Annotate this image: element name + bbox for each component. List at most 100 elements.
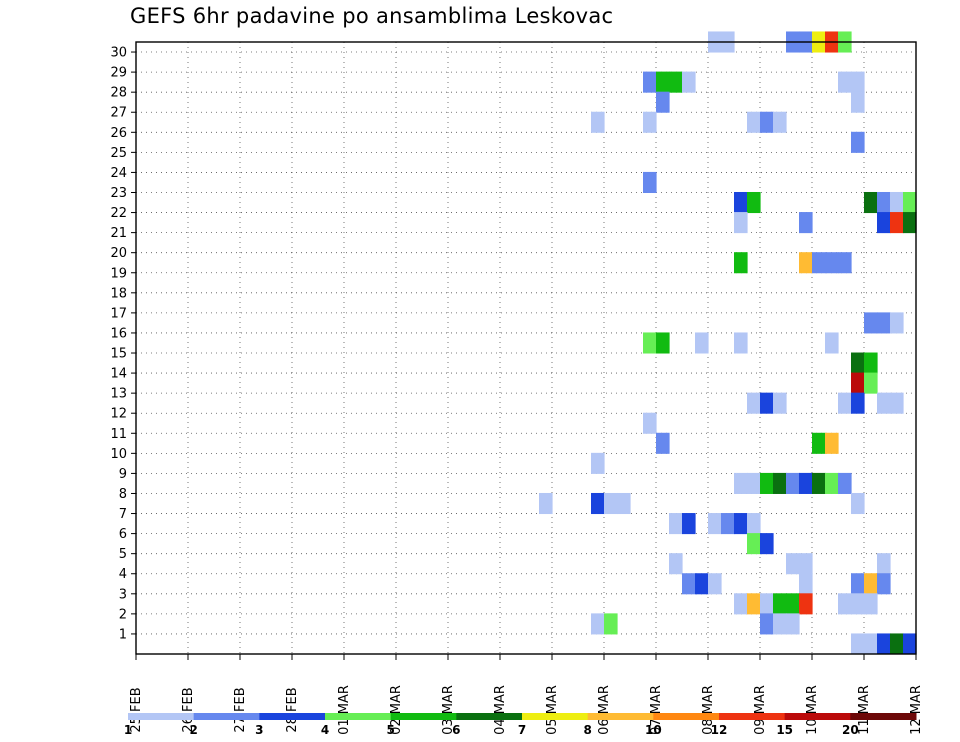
- heatmap-cell: [734, 332, 748, 354]
- heatmap-cell: [708, 513, 722, 535]
- y-tick-label: 23: [110, 186, 127, 201]
- heatmap-cell: [656, 432, 670, 454]
- heatmap-cell: [734, 472, 748, 494]
- heatmap-cell: [682, 573, 696, 595]
- heatmap-cell: [773, 613, 787, 635]
- heatmap-cell: [851, 131, 865, 153]
- heatmap-cell: [851, 573, 865, 595]
- x-tick-label: 05 MAR: [545, 685, 560, 735]
- colorbar-segment: [193, 713, 260, 720]
- y-tick-label: 9: [119, 467, 127, 482]
- heatmap-cell: [643, 412, 657, 434]
- heatmap-cell: [591, 111, 605, 133]
- heatmap-cell: [643, 332, 657, 354]
- y-tick-label: 13: [110, 387, 127, 402]
- heatmap-cell: [799, 472, 813, 494]
- heatmap-cell: [838, 252, 852, 274]
- colorbar-label: 20: [842, 723, 859, 737]
- heatmap-cell: [851, 392, 865, 414]
- heatmap-cell: [851, 71, 865, 93]
- x-tick-label: 10 MAR: [805, 685, 820, 735]
- heatmap-cell: [890, 633, 904, 655]
- heatmap-cell: [877, 553, 891, 575]
- heatmap-cell: [864, 372, 878, 394]
- x-tick-label: 26 FEB: [181, 687, 196, 732]
- y-tick-label: 12: [110, 407, 127, 422]
- colorbar-label: 3: [255, 723, 263, 737]
- y-tick-label: 20: [110, 246, 127, 261]
- heatmap-cell: [695, 332, 709, 354]
- colorbar-label: 7: [518, 723, 526, 737]
- heatmap-cell: [773, 111, 787, 133]
- colorbar-label: 5: [386, 723, 394, 737]
- heatmap-cell: [773, 472, 787, 494]
- heatmap-cell: [890, 191, 904, 214]
- heatmap-cell: [747, 533, 761, 555]
- heatmap-cell: [812, 432, 826, 454]
- x-tick-label: 28 FEB: [285, 687, 300, 732]
- y-tick-label: 29: [110, 66, 127, 81]
- colorbar-segment: [653, 713, 720, 720]
- heatmap-cell: [864, 352, 878, 374]
- heatmap-cell: [786, 553, 800, 575]
- colorbar-label: 8: [583, 723, 591, 737]
- colorbar-segment: [259, 713, 326, 720]
- heatmap-cell: [786, 593, 800, 615]
- heatmap-cell: [604, 492, 618, 515]
- heatmap-cell: [643, 171, 657, 193]
- heatmap-cell: [825, 332, 839, 354]
- heatmap-cell: [760, 111, 774, 133]
- heatmap-cell: [643, 71, 657, 93]
- heatmap-cell: [799, 252, 813, 274]
- heatmap-cell: [760, 472, 774, 494]
- heatmap-cell: [760, 392, 774, 414]
- y-tick-label: 15: [110, 347, 127, 362]
- heatmap-cell: [682, 71, 696, 93]
- heatmap-cell: [786, 472, 800, 494]
- y-tick-label: 5: [119, 547, 127, 562]
- heatmap-cell: [864, 312, 878, 334]
- y-tick-label: 1: [119, 627, 127, 642]
- y-tick-label: 11: [110, 427, 127, 442]
- heatmap-cell: [708, 573, 722, 595]
- y-tick-label: 22: [110, 206, 127, 221]
- colorbar-label: 12: [711, 723, 728, 737]
- heatmap-cell: [864, 593, 878, 615]
- x-tick-label: 01 MAR: [337, 685, 352, 735]
- y-tick-label: 17: [110, 306, 127, 321]
- heatmap-cell: [903, 212, 917, 234]
- x-tick-label: 07 MAR: [649, 685, 664, 735]
- heatmap-cell: [747, 593, 761, 615]
- chart-title: GEFS 6hr padavine po ansamblima Leskovac: [130, 4, 614, 28]
- x-tick-label: 12 MAR: [909, 685, 924, 735]
- heatmap-cell: [851, 352, 865, 374]
- heatmap-cell: [656, 71, 670, 93]
- heatmap-cell: [721, 513, 735, 535]
- x-tick-label: 09 MAR: [753, 685, 768, 735]
- colorbar-segment: [456, 713, 523, 720]
- y-tick-label: 18: [110, 286, 127, 301]
- heatmap-cell: [747, 111, 761, 133]
- y-tick-label: 6: [119, 527, 127, 542]
- x-tick-label: 08 MAR: [701, 685, 716, 735]
- heatmap-cell: [669, 553, 683, 575]
- heatmap-cell: [669, 513, 683, 535]
- colorbar-label: 10: [645, 723, 662, 737]
- heatmap-cell: [799, 212, 813, 234]
- y-tick-label: 2: [119, 607, 127, 622]
- y-tick-label: 26: [110, 126, 127, 141]
- y-tick-label: 28: [110, 86, 127, 101]
- heatmap-cell: [838, 472, 852, 494]
- heatmap-cell: [799, 593, 813, 615]
- heatmap-cell: [747, 513, 761, 535]
- y-tick-label: 24: [110, 166, 127, 181]
- x-tick-label: 06 MAR: [597, 685, 612, 735]
- heatmap-cell: [877, 212, 891, 234]
- heatmap-cell: [734, 212, 748, 234]
- y-tick-label: 25: [110, 146, 127, 161]
- heatmap-cell: [825, 472, 839, 494]
- heatmap-cell: [786, 613, 800, 635]
- heatmap-cell: [695, 573, 709, 595]
- heatmap-cell: [643, 111, 657, 133]
- y-tick-label: 10: [110, 447, 127, 462]
